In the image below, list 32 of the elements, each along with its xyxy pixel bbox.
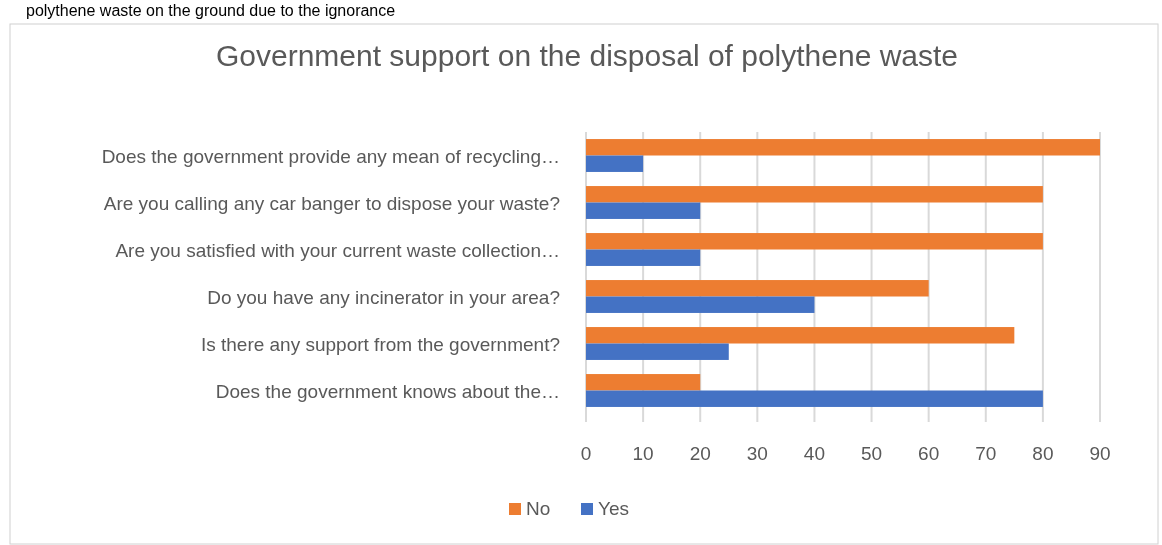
chart-title: Government support on the disposal of polythene waste — [215, 39, 959, 72]
y-tick-label: Are you satisfied with your current waste collection… — [115, 239, 560, 261]
bar — [586, 186, 1043, 203]
legend-label: No — [526, 498, 551, 519]
y-tick-label: Is there any support from the government? — [200, 333, 560, 355]
y-tick-label: Does the government provide any mean of recycling… — [101, 145, 560, 167]
bar — [586, 139, 1100, 156]
y-tick-label: Do you have any incinerator in your area? — [207, 286, 560, 308]
bar — [586, 343, 729, 360]
bar — [586, 233, 1043, 250]
bar — [586, 327, 1015, 344]
x-tick-label: 10 — [632, 443, 654, 464]
y-tick-label: Are you calling any car banger to dispose your waste? — [103, 192, 560, 214]
x-tick-label: 60 — [918, 443, 940, 464]
bar — [586, 249, 701, 266]
x-tick-label: 20 — [689, 443, 711, 464]
bar — [586, 155, 644, 172]
y-tick-label: Does the government knows about the… — [215, 380, 560, 402]
x-tick-label: 30 — [746, 443, 768, 464]
x-tick-label: 80 — [1032, 443, 1054, 464]
bar — [586, 296, 815, 313]
x-tick-label: 70 — [975, 443, 997, 464]
bar — [586, 202, 701, 219]
bar — [586, 374, 701, 391]
x-tick-label: 50 — [860, 443, 883, 464]
bar — [586, 280, 929, 297]
text: polythene waste on the ground due to the ignorance — [26, 2, 396, 19]
x-tick-label: 90 — [1089, 443, 1111, 464]
bar — [586, 390, 1043, 407]
legend-label: Yes — [598, 498, 629, 519]
x-tick-label: 40 — [803, 443, 826, 464]
x-tick-label: 0 — [580, 443, 592, 464]
